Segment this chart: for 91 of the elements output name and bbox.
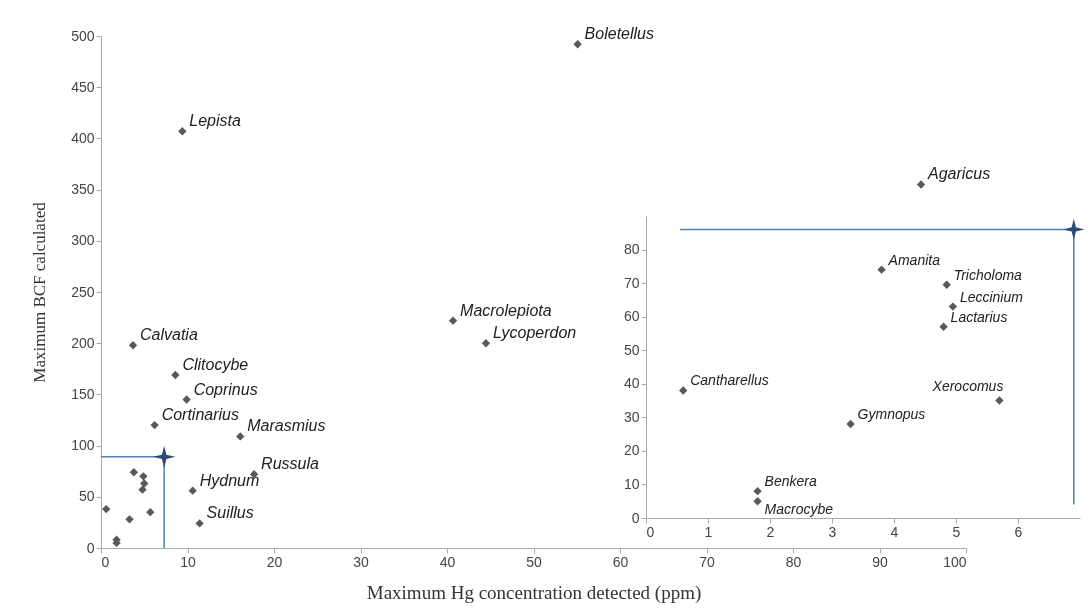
annotation: Macrocybe [764, 501, 834, 518]
x-tick-label: 50 [526, 553, 542, 570]
point [129, 468, 139, 477]
x-tick-label: 100 [943, 553, 967, 570]
annotation: Cantharellus [690, 372, 769, 389]
y-tick-label: 500 [71, 27, 95, 44]
y-tick-label: 50 [623, 341, 640, 358]
annotation: Marasmius [247, 417, 326, 435]
y-tick-label: 450 [71, 78, 95, 95]
y-tick-label: 20 [623, 442, 640, 459]
x-tick-label: 5 [952, 523, 961, 540]
annotation: Macrolepiota [460, 301, 552, 319]
point [448, 316, 458, 325]
point [939, 322, 948, 331]
point [573, 40, 582, 49]
x-tick-label: 0 [101, 553, 110, 570]
y-tick-label: 10 [623, 475, 640, 492]
point [152, 445, 176, 469]
y-tick-label: 30 [623, 408, 640, 425]
y-tick-label: 80 [623, 241, 640, 258]
annotation: Xerocomus [931, 377, 1004, 394]
y-tick-label: 40 [623, 375, 640, 392]
point [182, 395, 191, 404]
y-tick-label: 60 [623, 308, 640, 325]
point [195, 519, 204, 528]
annotation: Agaricus [927, 165, 991, 183]
point [753, 486, 762, 496]
annotation: Calvatia [140, 326, 198, 344]
point [846, 419, 855, 429]
point [125, 515, 134, 524]
point [1063, 218, 1085, 241]
y-tick-label: 70 [623, 274, 640, 291]
point [150, 420, 159, 430]
point [171, 370, 180, 380]
annotation: Coprinus [193, 380, 258, 398]
point [753, 497, 762, 506]
x-tick-label: 6 [1014, 523, 1023, 540]
point [102, 504, 111, 514]
x-tick-label: 0 [646, 523, 655, 540]
annotation: Lepista [189, 112, 242, 130]
x-tick-label: 60 [612, 553, 629, 570]
x-tick-label: 70 [699, 553, 715, 570]
x-tick-label: 10 [180, 553, 196, 570]
annotation: Gymnopus [857, 406, 926, 423]
annotation: Russula [261, 455, 320, 473]
point [877, 265, 886, 274]
annotation: Tricholoma [953, 266, 1023, 283]
annotation: Lactarius [950, 308, 1008, 325]
annotation: Amanita [887, 251, 941, 268]
point [236, 432, 245, 441]
x-tick-label: 30 [353, 553, 369, 570]
point [188, 486, 197, 495]
y-tick-label: 0 [631, 509, 640, 526]
x-tick-label: 90 [872, 553, 888, 570]
point [948, 302, 958, 311]
x-tick-label: 40 [439, 553, 456, 570]
annotation: Lycoperdon [492, 324, 577, 342]
x-axis-title: Maximum Hg concentration detected (ppm) [366, 581, 702, 604]
point [138, 485, 147, 494]
y-tick-label: 200 [71, 334, 95, 351]
y-tick-label: 250 [71, 283, 95, 300]
annotation: Hydnum [199, 471, 260, 489]
annotation: Benkera [764, 473, 817, 490]
point [128, 341, 138, 350]
x-tick-label: 1 [704, 523, 713, 540]
annotation: Suillus [206, 504, 254, 522]
y-tick-label: 150 [71, 385, 95, 402]
point [139, 472, 148, 481]
point [481, 339, 491, 348]
point [178, 127, 187, 136]
point [916, 180, 926, 189]
y-tick-label: 100 [71, 437, 95, 454]
x-tick-label: 20 [266, 553, 283, 570]
annotation: Leccinium [959, 288, 1024, 305]
annotation: Boletellus [584, 25, 654, 43]
y-axis-title: Maximum BCF calculated [30, 201, 50, 383]
y-tick-label: 50 [78, 488, 95, 505]
annotation: Cortinarius [161, 406, 239, 424]
annotation: Clitocybe [182, 355, 249, 373]
x-tick-label: 4 [890, 523, 899, 540]
x-tick-label: 80 [785, 553, 802, 570]
x-tick-label: 2 [766, 523, 775, 540]
x-tick-label: 3 [828, 523, 837, 540]
point [942, 280, 951, 289]
y-tick-label: 350 [71, 181, 95, 198]
y-tick-label: 300 [71, 232, 95, 249]
point [995, 396, 1004, 405]
point [679, 386, 688, 395]
y-tick-label: 0 [86, 539, 95, 556]
point [146, 507, 155, 517]
y-tick-label: 400 [71, 129, 95, 146]
